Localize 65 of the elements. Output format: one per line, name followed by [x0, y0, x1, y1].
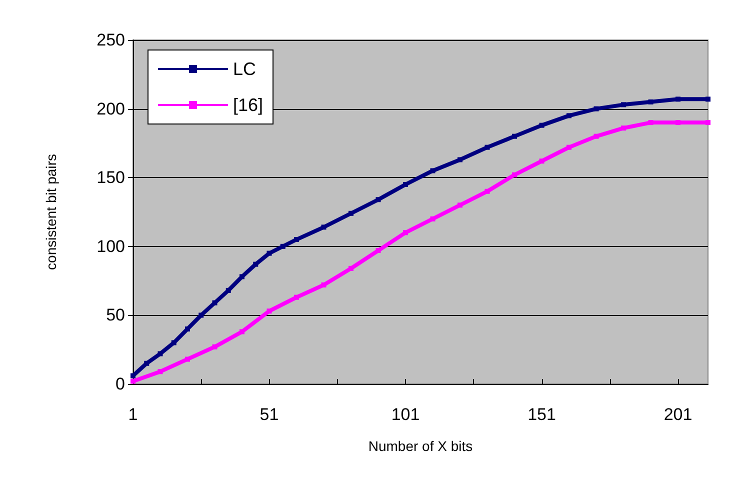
point: [158, 351, 163, 356]
point: [144, 360, 150, 366]
y-tick-label: 0: [116, 374, 125, 394]
point: [676, 120, 681, 126]
point: [266, 250, 272, 256]
point: [266, 308, 272, 314]
point: [621, 126, 626, 131]
point: [594, 106, 599, 112]
point: [240, 274, 245, 280]
y-tick-label: 250: [96, 30, 125, 50]
point: [430, 216, 436, 222]
point: [566, 113, 572, 118]
point: [130, 373, 136, 378]
point: [706, 120, 710, 126]
point: [294, 294, 300, 300]
x-tick-label: 1: [128, 405, 138, 424]
point: [185, 356, 190, 362]
point: [430, 168, 436, 174]
point: [212, 300, 218, 306]
y-axis-title: consistent bit pairs: [43, 154, 59, 270]
point: [539, 158, 544, 164]
point: [185, 326, 190, 332]
x-tick-label: 151: [528, 405, 556, 424]
point: [198, 312, 204, 318]
point: [512, 172, 518, 178]
point: [403, 230, 408, 236]
point: [348, 266, 354, 271]
point: [566, 144, 572, 150]
point: [648, 99, 654, 104]
x-tick-label: 101: [391, 405, 420, 424]
y-tick-label: 150: [96, 168, 125, 188]
x-tick-label: 51: [260, 405, 279, 424]
legend-label: LC: [233, 59, 256, 79]
y-tick-label: 200: [96, 99, 125, 118]
point: [376, 197, 381, 202]
x-tick-label: 201: [664, 405, 692, 424]
point: [171, 340, 176, 346]
point: [240, 329, 245, 334]
point: [648, 120, 654, 126]
point: [458, 202, 463, 208]
point: [484, 188, 490, 194]
point: [706, 96, 710, 102]
point: [376, 248, 381, 254]
legend-label: [16]: [233, 95, 264, 115]
point: [294, 237, 300, 242]
point: [539, 122, 544, 128]
point: [403, 182, 408, 187]
point: [226, 288, 231, 293]
point: [676, 96, 681, 102]
point: [621, 102, 626, 108]
point: [484, 144, 490, 150]
point: [321, 282, 326, 288]
y-tick-label: 100: [96, 236, 125, 256]
point: [280, 244, 286, 249]
point: [212, 344, 218, 350]
point: [348, 210, 354, 216]
point: [512, 134, 518, 139]
point: [321, 224, 326, 230]
point: [458, 157, 463, 162]
point: [158, 369, 163, 374]
point: [594, 134, 599, 139]
y-tick-label: 50: [106, 306, 125, 325]
x-axis-title: Number of X bits: [368, 438, 473, 454]
point: [130, 378, 136, 384]
point: [253, 262, 258, 267]
